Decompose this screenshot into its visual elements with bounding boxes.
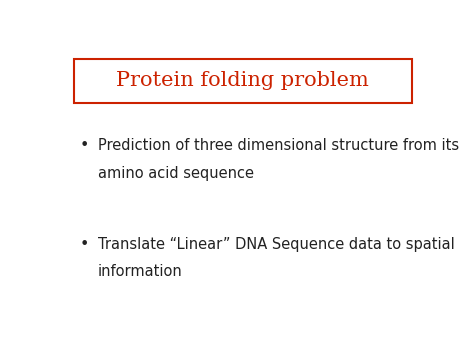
Text: •: • — [80, 138, 89, 153]
Text: amino acid sequence: amino acid sequence — [98, 165, 254, 181]
Text: Translate “Linear” DNA Sequence data to spatial: Translate “Linear” DNA Sequence data to … — [98, 237, 455, 252]
FancyBboxPatch shape — [74, 59, 412, 103]
Text: •: • — [80, 237, 89, 252]
Text: Prediction of three dimensional structure from its: Prediction of three dimensional structur… — [98, 138, 459, 153]
Text: information: information — [98, 264, 182, 279]
Text: Protein folding problem: Protein folding problem — [117, 71, 369, 91]
